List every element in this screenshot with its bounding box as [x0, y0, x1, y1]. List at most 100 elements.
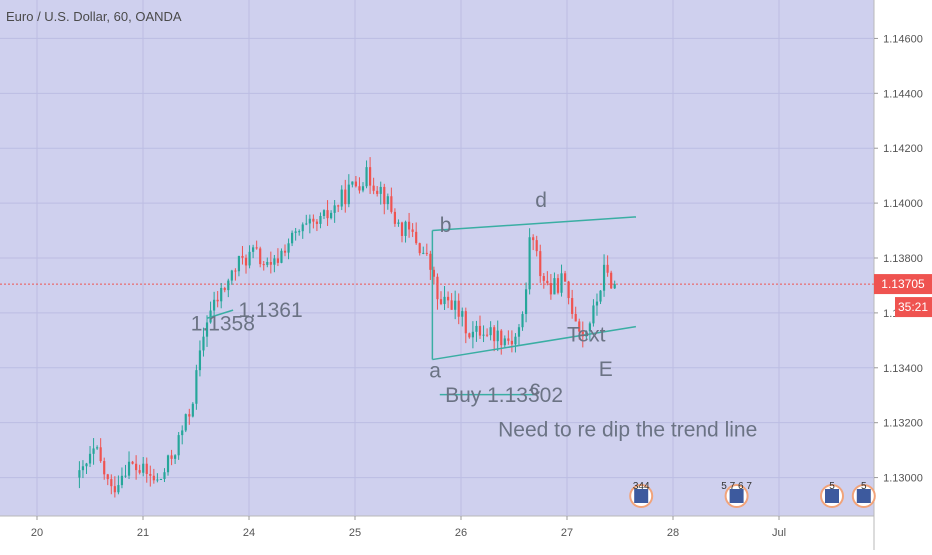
candle-body: [485, 334, 489, 336]
economic-event-badge[interactable]: 5 7 6 7: [721, 481, 752, 508]
candle: [567, 280, 570, 305]
candle-body: [145, 463, 148, 474]
candle-body: [418, 243, 421, 254]
candle-body: [255, 247, 258, 249]
candle-body: [500, 330, 503, 346]
time-tick-label: 27: [561, 527, 573, 539]
candle: [606, 255, 609, 277]
candle-body: [234, 270, 237, 272]
candle: [340, 185, 343, 211]
candle: [234, 268, 237, 281]
candle-body: [181, 430, 184, 436]
candle-body: [436, 276, 439, 300]
candle: [422, 246, 425, 255]
annotation-label[interactable]: b: [440, 214, 452, 237]
candle-body: [493, 327, 496, 342]
candle: [280, 248, 283, 264]
annotation-label[interactable]: 1.1358: [191, 313, 255, 336]
candle: [446, 291, 450, 309]
candle: [333, 199, 336, 223]
candle-body: [287, 243, 290, 253]
annotation-label[interactable]: c: [530, 377, 541, 400]
candle: [99, 438, 102, 463]
time-axis-panel[interactable]: [0, 516, 874, 550]
candle-body: [216, 299, 219, 302]
candle: [510, 330, 513, 353]
event-count: 5: [829, 481, 835, 492]
candle: [117, 475, 120, 495]
candle-body: [461, 311, 464, 317]
candle-body: [507, 338, 510, 341]
candle: [138, 464, 141, 475]
economic-event-badge[interactable]: 5: [851, 481, 876, 508]
candle-body: [365, 167, 368, 187]
trend-line[interactable]: [206, 309, 234, 320]
candle: [78, 461, 81, 489]
candle-body: [248, 251, 251, 266]
candle: [135, 455, 138, 480]
candle: [88, 446, 92, 468]
candle-body: [588, 323, 591, 332]
candle: [315, 219, 319, 232]
candle-body: [308, 218, 311, 224]
candle: [273, 254, 276, 273]
candle: [517, 324, 521, 346]
candle: [493, 325, 496, 352]
candle: [602, 254, 606, 297]
candle-body: [450, 300, 453, 310]
candle-body: [383, 186, 386, 205]
candle: [400, 221, 404, 243]
candle: [177, 431, 180, 460]
candle-body: [280, 250, 283, 263]
price-tick-label: 1.14000: [883, 198, 923, 210]
candle: [485, 328, 489, 338]
annotation-label[interactable]: E: [599, 358, 613, 381]
annotation-label[interactable]: Buy 1.13302: [445, 384, 563, 407]
candle-body: [496, 330, 499, 342]
candle: [503, 335, 506, 348]
candle-body: [351, 181, 354, 185]
candle: [213, 291, 216, 317]
candle-body: [613, 284, 616, 289]
candle: [514, 333, 517, 353]
annotation-label[interactable]: a: [429, 359, 441, 382]
candle: [163, 468, 166, 483]
candle-body: [163, 472, 166, 479]
candle-body: [96, 447, 99, 449]
candle-body: [478, 325, 482, 336]
candle: [404, 220, 407, 243]
candle-body: [571, 298, 574, 314]
annotation-label[interactable]: d: [535, 189, 547, 212]
candle-body: [386, 196, 389, 205]
candle: [156, 473, 159, 483]
time-tick-label: 25: [349, 527, 361, 539]
candle: [397, 219, 400, 227]
candle-body: [103, 461, 106, 475]
annotation-label[interactable]: 1.1361: [238, 299, 302, 322]
economic-event-badge[interactable]: 5: [820, 481, 844, 508]
candle: [372, 177, 375, 195]
candle: [475, 320, 478, 342]
candle-body: [574, 313, 577, 322]
candle: [457, 293, 460, 325]
candle-body: [124, 475, 127, 477]
candle: [92, 438, 95, 465]
candle-body: [244, 257, 248, 266]
candle-body: [503, 338, 506, 346]
candle: [411, 223, 414, 238]
candle-body: [273, 258, 276, 265]
candle: [255, 240, 258, 250]
candle: [549, 274, 552, 300]
candle: [259, 246, 262, 268]
candle: [216, 291, 219, 308]
annotation-label[interactable]: Need to re dip the trend line: [498, 418, 757, 441]
candle: [361, 182, 365, 193]
candle-body: [510, 340, 513, 345]
economic-event-badge[interactable]: 344: [629, 481, 654, 508]
annotation-label[interactable]: Text: [567, 324, 606, 347]
trend-line[interactable]: [432, 216, 636, 232]
trend-line[interactable]: [432, 325, 637, 361]
candle-body: [347, 184, 350, 205]
